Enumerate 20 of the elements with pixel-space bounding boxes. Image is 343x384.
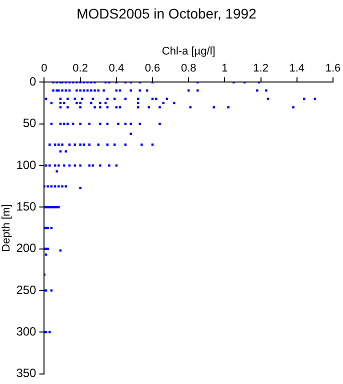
x-tick-label: 1.2 [253, 62, 268, 75]
x-tick-label: 0.8 [180, 62, 196, 75]
x-tick-label: 1.4 [289, 62, 305, 75]
x-tick-label: 0.6 [144, 62, 160, 75]
x-tick-label: 1.6 [325, 62, 341, 75]
x-axis-title: Chl-a [µg/l] [162, 45, 216, 58]
y-tick-label: 250 [16, 282, 37, 297]
y-tick-label: 350 [16, 366, 37, 380]
y-tick-label: 150 [16, 199, 37, 214]
x-tick-label: 0.4 [108, 62, 124, 75]
y-axis-title: Depth [m] [0, 204, 13, 252]
y-tick-label: 0 [30, 74, 37, 89]
x-tick-label: 0.2 [72, 62, 88, 75]
x-tick-label: 1 [222, 62, 228, 75]
x-tick-label: 0 [41, 62, 48, 75]
y-tick-label: 100 [16, 158, 37, 172]
y-tick-label: 300 [16, 324, 37, 338]
chart-title: MODS2005 in October, 1992 [76, 5, 257, 22]
y-tick-label: 50 [22, 116, 37, 130]
y-tick-label: 200 [16, 241, 37, 256]
